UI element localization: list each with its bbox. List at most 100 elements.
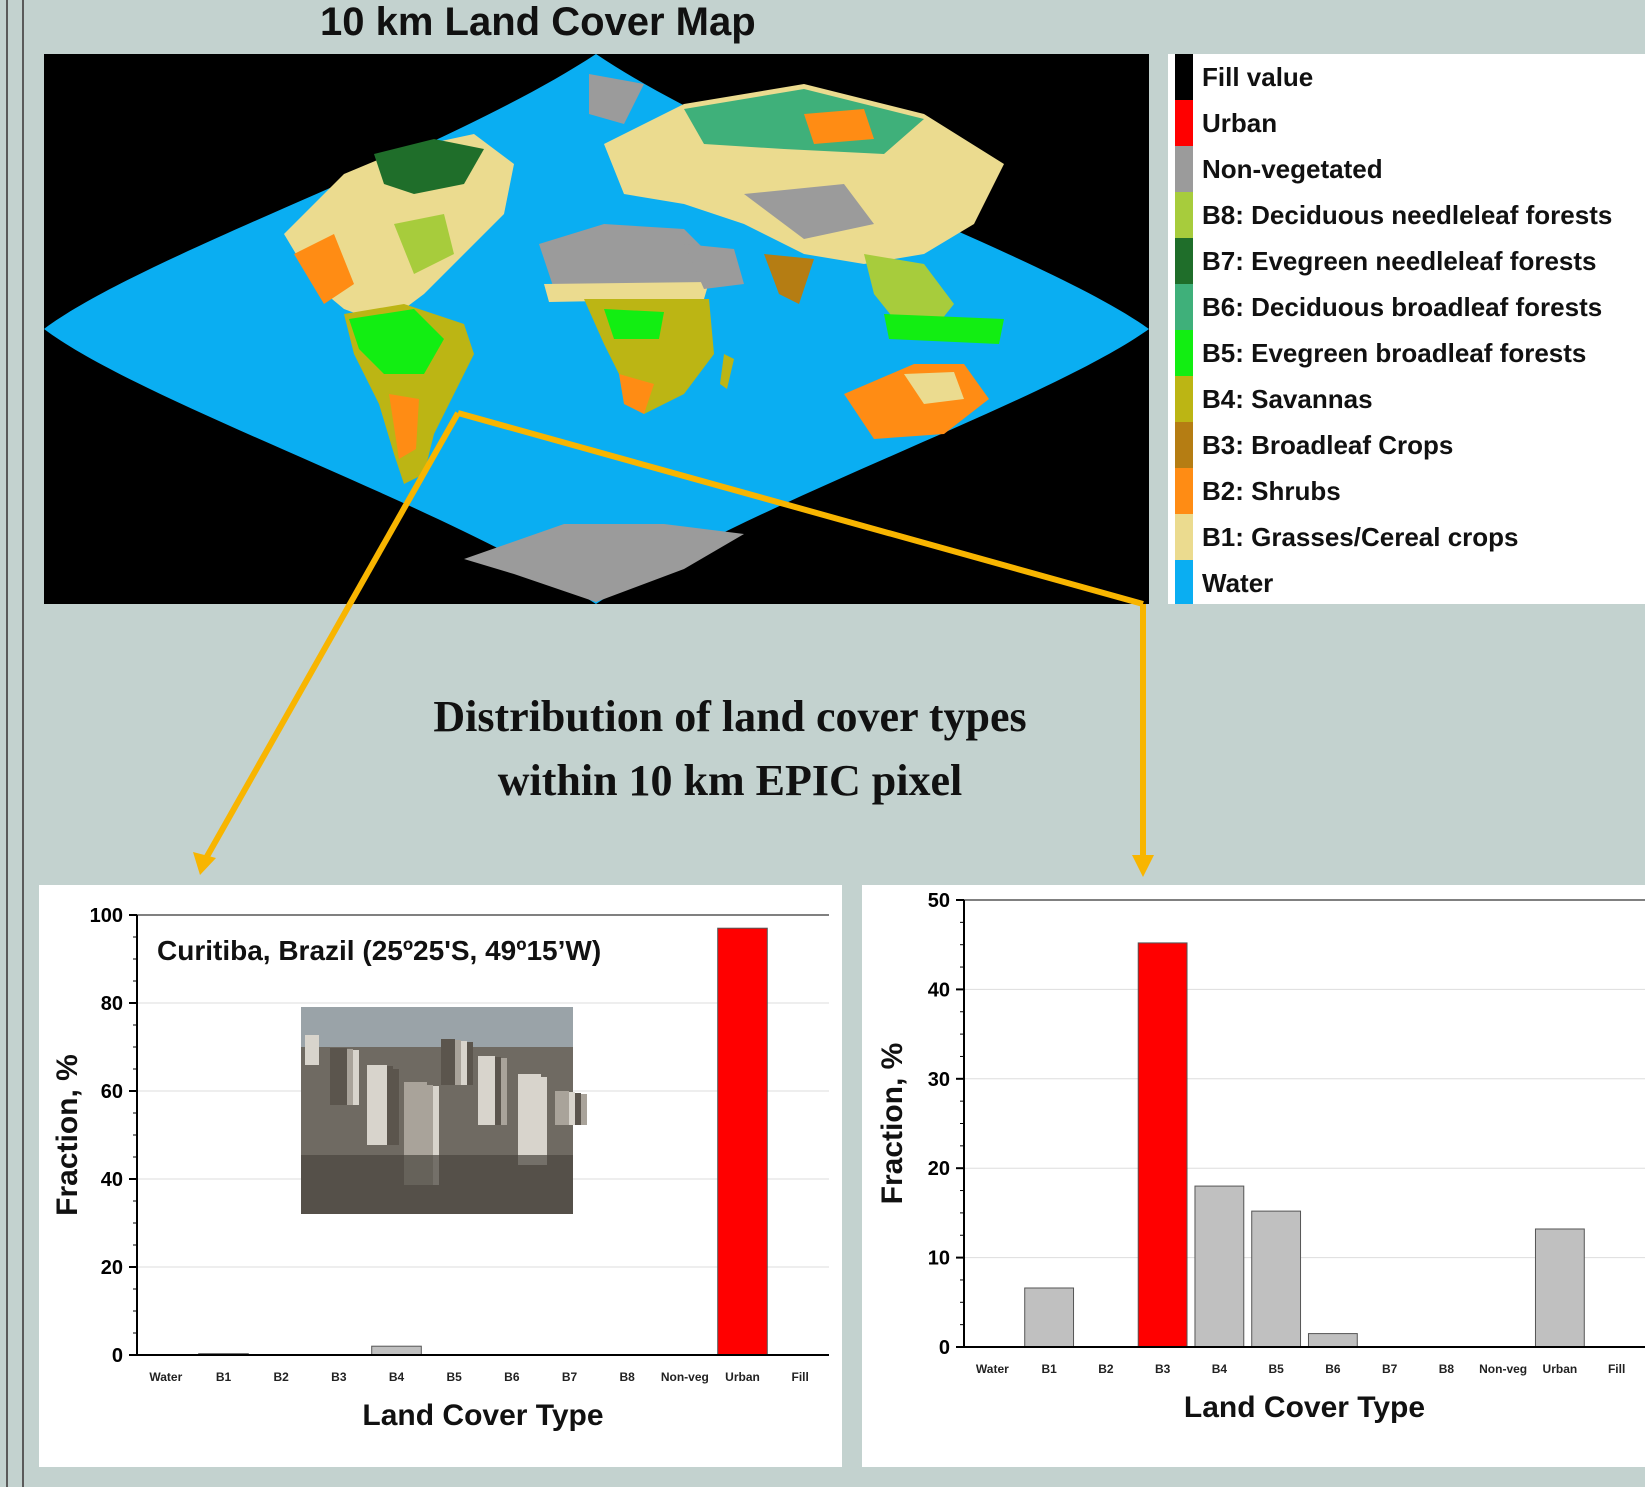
legend-swatch — [1175, 54, 1193, 100]
legend-swatch — [1175, 192, 1193, 238]
y-tick-label: 60 — [101, 1081, 123, 1103]
greenland — [589, 74, 644, 124]
legend-label: Urban — [1202, 108, 1278, 138]
y-axis-label: Fraction, % — [51, 1054, 84, 1216]
legend-swatch — [1175, 422, 1193, 468]
sahara — [539, 224, 709, 294]
central-asia-desert — [744, 184, 874, 239]
indonesia-forest — [884, 314, 1004, 344]
legend-swatch — [1175, 238, 1193, 284]
arrowhead-right — [1132, 855, 1154, 877]
y-tick-label: 10 — [928, 1248, 950, 1270]
legend-swatch — [1175, 468, 1193, 514]
bar-b1 — [1024, 1287, 1075, 1348]
legend-label: Non-vegetated — [1202, 154, 1383, 184]
south-america-shrub — [389, 394, 419, 459]
y-tick-label: 40 — [928, 979, 950, 1001]
y-tick-label: 30 — [928, 1069, 950, 1091]
arabia — [684, 244, 744, 289]
legend-swatch — [1175, 514, 1193, 560]
congo-forest — [604, 309, 664, 339]
x-tick-label: B8 — [619, 1370, 635, 1384]
north-america-crops — [394, 214, 454, 274]
legend-label: B7: Evegreen needleleaf forests — [1202, 246, 1597, 276]
distribution-heading: Distribution of land cover types within … — [300, 685, 1160, 813]
x-tick-label: Urban — [1543, 1362, 1578, 1376]
y-tick-label: 20 — [101, 1257, 123, 1279]
chart-panel-curitiba: 0 20 40 60 80 100 Water B1 B2 B3 B4 B5 B6 B7 B8 Non-veg… — [39, 885, 842, 1467]
distribution-heading-line2: within 10 km EPIC pixel — [497, 756, 963, 805]
x-axis-label: Land Cover Type — [1184, 1391, 1425, 1424]
x-tick-label: B7 — [1382, 1362, 1398, 1376]
arrow-to-curitiba — [202, 411, 461, 862]
y-tick-label: 0 — [112, 1345, 123, 1367]
southern-africa-shrub — [619, 374, 654, 414]
legend-label: Water — [1202, 568, 1274, 598]
y-axis-label: Fraction, % — [876, 1043, 909, 1205]
bar-b3 — [1137, 942, 1188, 1348]
sahel — [544, 282, 709, 302]
arrow-lines — [202, 410, 1146, 862]
map-title: 10 km Land Cover Map — [320, 0, 756, 44]
north-america-forest — [374, 139, 484, 194]
legend-swatch — [1175, 376, 1193, 422]
amazon-forest — [349, 309, 444, 374]
y-tick-label: 100 — [90, 905, 123, 927]
x-tick-label: B5 — [1268, 1362, 1284, 1376]
bar-b4 — [1194, 1185, 1245, 1348]
x-tick-label: B3 — [1155, 1362, 1171, 1376]
y-tick-label: 40 — [101, 1169, 123, 1191]
bar-chart-second: 0 10 20 30 40 50 Water B1 B2 B3 B4 B5 B6 B7 B8 Non-veg U… — [876, 890, 1645, 1424]
left-border-outer — [6, 0, 8, 1487]
x-axis-label: Land Cover Type — [362, 1399, 603, 1432]
x-tick-label: B6 — [1325, 1362, 1341, 1376]
legend-label: B6: Deciduous broadleaf forests — [1202, 292, 1603, 322]
legend-swatch — [1175, 330, 1193, 376]
chart-annotation: Curitiba, Brazil (25º25'S, 49º15’W) — [157, 935, 601, 966]
x-tick-label: B2 — [273, 1370, 289, 1384]
legend-label: B8: Deciduous needleleaf forests — [1202, 200, 1613, 230]
legend-swatch — [1175, 146, 1193, 192]
asia-shrub — [804, 109, 874, 144]
y-tick-label: 20 — [928, 1158, 950, 1180]
x-tick-label: B5 — [446, 1370, 462, 1384]
legend-label: B3: Broadleaf Crops — [1202, 430, 1454, 460]
antarctica — [464, 524, 744, 602]
bar-chart-curitiba: 0 20 40 60 80 100 Water B1 B2 B3 B4 B5 B6 B7 B8 Non-veg… — [51, 905, 829, 1432]
distribution-heading-line1: Distribution of land cover types — [433, 692, 1027, 741]
x-tick-label: B1 — [216, 1370, 232, 1384]
chart-panel-second: 0 10 20 30 40 50 Water B1 B2 B3 B4 B5 B6 B7 B8 Non-veg U… — [862, 885, 1645, 1467]
x-tick-label: Non-veg — [661, 1370, 709, 1384]
legend-colorbar — [1175, 54, 1193, 604]
x-tick-label: B1 — [1041, 1362, 1057, 1376]
southeast-asia — [864, 254, 954, 329]
australia-grass — [904, 372, 964, 404]
x-tick-label: Fill — [791, 1370, 808, 1384]
legend-label: B1: Grasses/Cereal crops — [1202, 522, 1519, 552]
x-tick-label: Urban — [725, 1370, 760, 1384]
legend-label: B5: Evegreen broadleaf forests — [1202, 338, 1587, 368]
north-america-shrub — [294, 234, 354, 304]
x-tick-label: B7 — [562, 1370, 578, 1384]
arrowhead-left — [193, 852, 216, 875]
x-tick-label: Water — [976, 1362, 1009, 1376]
legend-swatch — [1175, 284, 1193, 330]
y-tick-label: 80 — [101, 993, 123, 1015]
y-tick-label: 50 — [928, 890, 950, 912]
legend-swatch — [1175, 100, 1193, 146]
legend-swatch — [1175, 560, 1193, 604]
x-tick-label: B4 — [389, 1370, 405, 1384]
world-map-graphic — [44, 54, 1149, 604]
left-border-inner — [22, 0, 24, 1487]
bar-b5 — [1251, 1210, 1302, 1348]
y-tick-label: 0 — [939, 1337, 950, 1359]
x-tick-label: B2 — [1098, 1362, 1114, 1376]
bar-urban — [717, 927, 768, 1356]
x-tick-label: Fill — [1608, 1362, 1625, 1376]
ocean-water — [44, 54, 1149, 604]
legend-label: Fill value — [1202, 62, 1314, 92]
land-cover-map — [44, 54, 1149, 604]
india — [764, 254, 814, 304]
madagascar — [720, 354, 734, 389]
